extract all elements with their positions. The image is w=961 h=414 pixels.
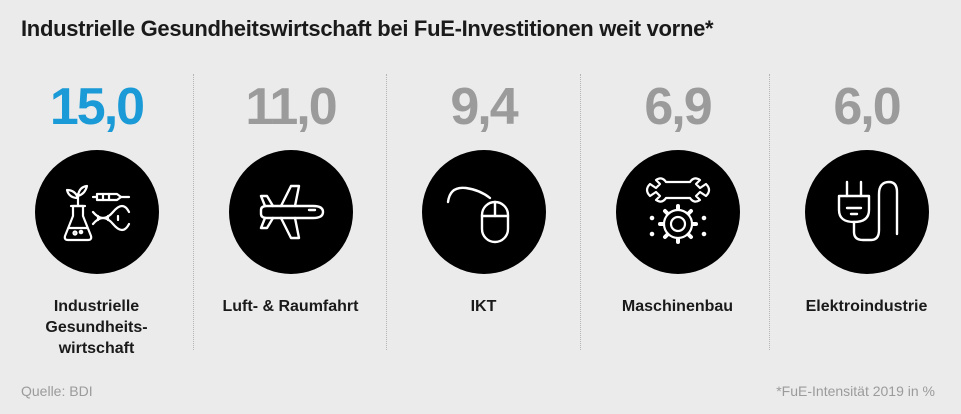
chart-title: Industrielle Gesundheitswirtschaft bei F… — [21, 16, 714, 41]
power-plug-icon — [837, 180, 898, 242]
source-note: Quelle: BDI — [21, 383, 93, 399]
stat-value: 11,0 — [245, 78, 337, 136]
stat-value: 6,9 — [644, 78, 712, 136]
column-divider — [769, 74, 770, 350]
biotech-icon — [63, 184, 130, 242]
stat-column-mechanical: 6,9 Maschinenbau — [581, 76, 774, 351]
computer-mouse-icon — [446, 186, 509, 244]
airplane-icon — [259, 184, 324, 240]
stat-column-electrical: 6,0 Elektroindustrie — [770, 76, 961, 351]
stat-value: 9,4 — [450, 78, 518, 136]
column-divider — [386, 74, 387, 350]
stat-column-health: 15,0 Industrielle Gesundheits- wirtschaf… — [0, 76, 193, 357]
stat-label: Industrielle Gesundheits- wirtschaft — [45, 298, 148, 357]
stat-label: Luft- & Raumfahrt — [222, 298, 359, 315]
wrench-gear-icon — [645, 177, 710, 244]
stat-value: 15,0 — [49, 78, 145, 136]
icon-circle — [228, 150, 353, 274]
stat-column-ict: 9,4 IKT — [387, 76, 580, 351]
icon-circle — [615, 150, 740, 274]
icon-circle — [804, 150, 929, 274]
icon-circle — [421, 150, 546, 274]
stat-value: 6,0 — [833, 78, 901, 136]
column-divider — [580, 74, 581, 350]
stat-label: Maschinenbau — [621, 298, 734, 315]
footnote: *FuE-Intensität 2019 in % — [776, 383, 935, 399]
stat-column-aerospace: 11,0 Luft- & Raumfahrt — [194, 76, 387, 351]
column-divider — [193, 74, 194, 350]
icon-circle — [34, 150, 159, 274]
stat-label: IKT — [470, 298, 497, 315]
stat-label: Elektroindustrie — [805, 298, 928, 315]
